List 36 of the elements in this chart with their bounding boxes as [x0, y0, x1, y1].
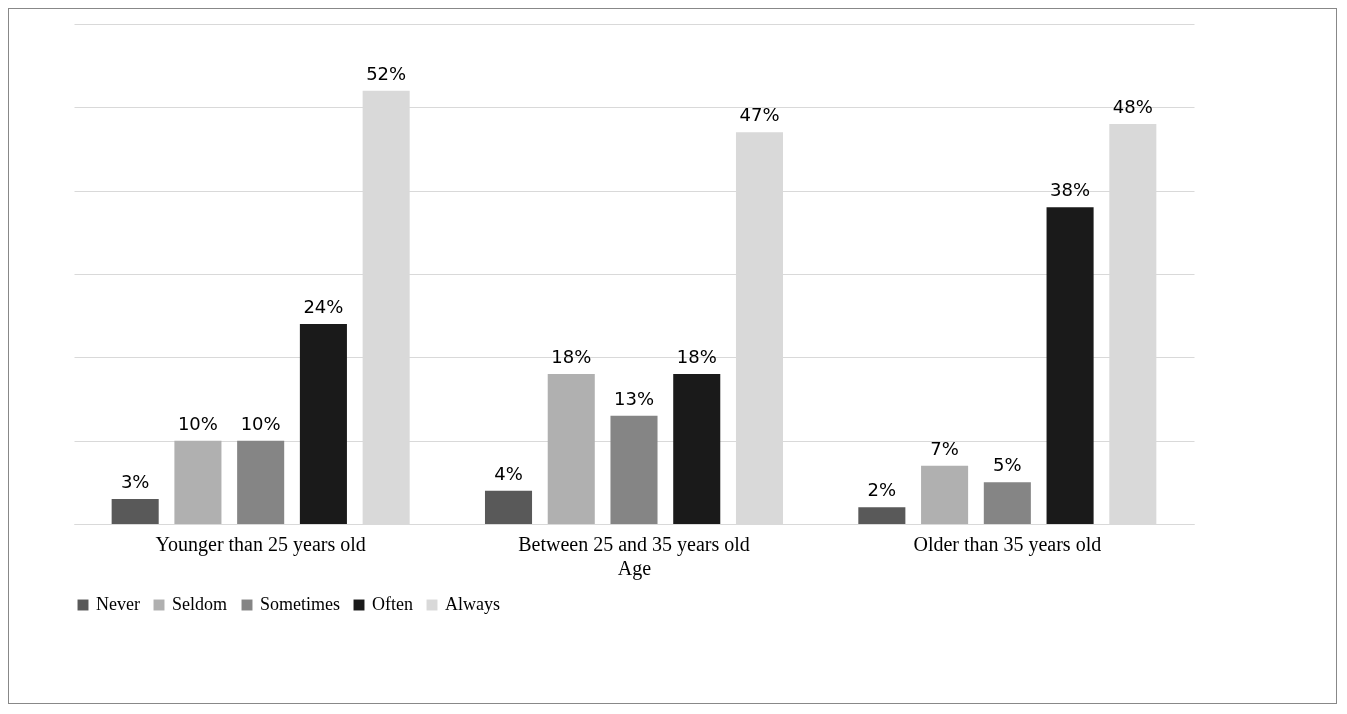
legend-label: Sometimes	[260, 594, 340, 614]
bar	[174, 440, 222, 524]
data-label: 5%	[993, 454, 1022, 476]
x-tick-label: Younger than 25 years old	[155, 532, 366, 556]
bar	[484, 490, 533, 524]
bar	[673, 374, 721, 524]
data-label: 24%	[303, 296, 344, 317]
data-label: 38%	[1050, 179, 1091, 201]
bar	[547, 374, 595, 524]
data-label: 10%	[240, 412, 281, 434]
bar	[921, 465, 969, 524]
data-label: 4%	[494, 462, 523, 484]
legend-label: Always	[445, 594, 500, 614]
x-tick-label: Older than 35 years old	[913, 532, 1102, 556]
data-label: 48%	[1112, 96, 1153, 117]
bar	[299, 324, 347, 524]
data-label: 18%	[676, 346, 717, 367]
x-tick-label: Between 25 and 35 years old	[518, 532, 750, 556]
bar	[983, 482, 1031, 524]
bar	[610, 415, 658, 524]
x-axis-title: Age	[617, 556, 652, 580]
data-label: 10%	[177, 412, 218, 434]
legend-label: Never	[96, 594, 140, 614]
data-label: 47%	[739, 104, 780, 126]
legend-label: Often	[372, 594, 413, 614]
bar	[858, 507, 906, 524]
legend-label: Seldom	[172, 594, 228, 614]
data-label: 7%	[930, 437, 959, 459]
bar	[1046, 207, 1094, 524]
data-label: 18%	[551, 346, 592, 367]
data-label: 52%	[366, 62, 407, 84]
data-label: 2%	[867, 479, 897, 501]
bar	[111, 499, 159, 524]
bar	[237, 440, 285, 524]
data-label: 3%	[120, 471, 150, 492]
data-label: 13%	[613, 387, 655, 409]
